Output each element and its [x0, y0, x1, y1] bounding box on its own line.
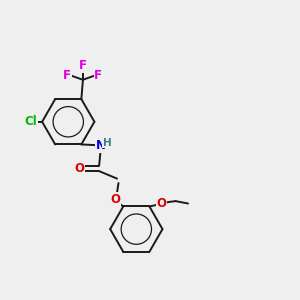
Text: F: F [79, 59, 87, 72]
Text: O: O [75, 162, 85, 175]
Text: H: H [103, 138, 112, 148]
Text: F: F [94, 69, 102, 82]
Text: O: O [110, 193, 121, 206]
Text: O: O [156, 197, 166, 210]
Text: F: F [63, 69, 71, 82]
Text: Cl: Cl [25, 115, 38, 128]
Text: N: N [96, 140, 106, 152]
